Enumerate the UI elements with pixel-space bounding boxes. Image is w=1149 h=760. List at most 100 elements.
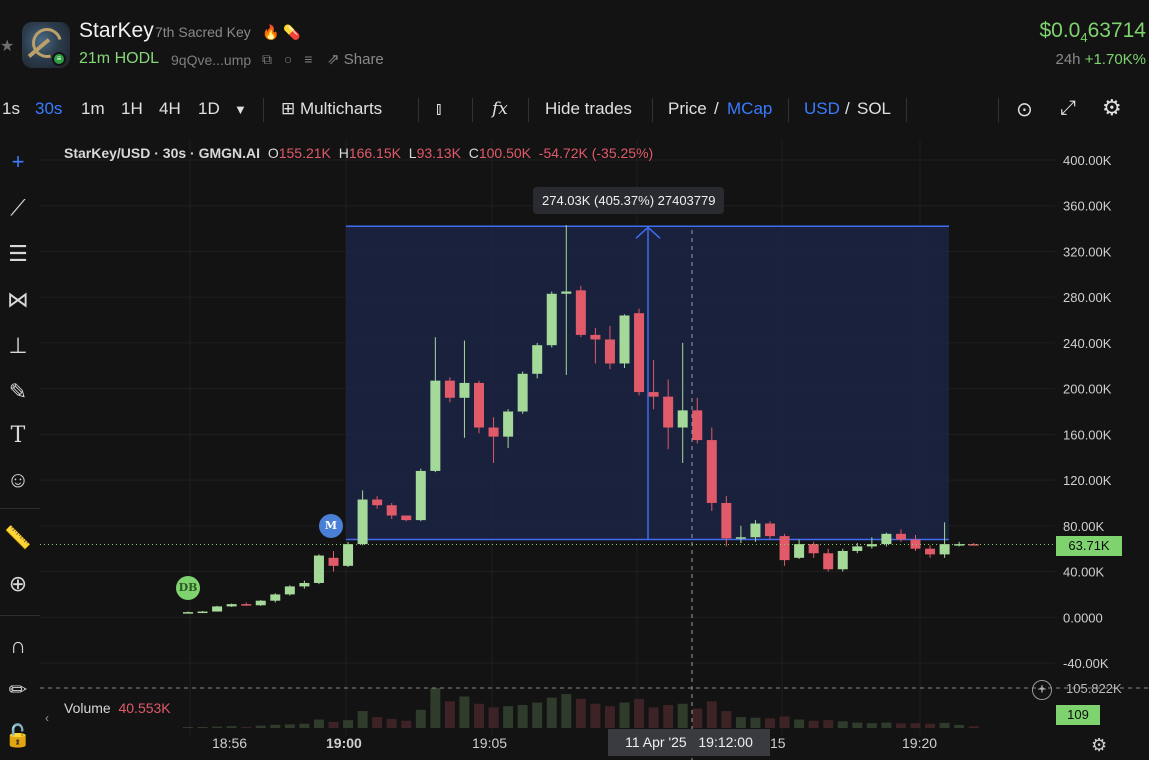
candle-body	[183, 612, 193, 614]
volume-bar	[328, 721, 339, 728]
time-cursor-label: 11 Apr '25 19:12:00	[608, 729, 770, 756]
volume-bar	[910, 723, 921, 728]
candle-body	[212, 606, 223, 612]
chart-overlay	[40, 230, 1149, 760]
trend-line-icon[interactable]: ⟋	[10, 195, 26, 220]
candle-type-icon[interactable]: ⫾	[436, 99, 442, 118]
collapse-chevron-icon[interactable]: ‹	[45, 711, 49, 725]
hide-trades-button[interactable]: Hide trades	[545, 99, 632, 118]
token-age: 21m HODL	[79, 50, 160, 67]
volume-legend: Volume 40.553K	[64, 700, 171, 716]
candle-body	[765, 523, 775, 537]
add-square-icon: ⊞	[281, 99, 296, 118]
volume-bar	[386, 718, 397, 728]
interval-1h[interactable]: 1H	[121, 99, 143, 118]
fib-retracement-icon[interactable]: ☰	[8, 241, 28, 266]
candle-body	[444, 380, 455, 398]
magnet-icon[interactable]: ∩	[10, 633, 26, 658]
candle-body	[648, 392, 659, 397]
interval-1d[interactable]: 1D	[198, 99, 220, 118]
lock-icon[interactable]: 🔓	[4, 723, 32, 748]
y-tick-label: 160.00K	[1063, 427, 1112, 442]
address-actions[interactable]: ⧉ ○ ≡	[262, 51, 317, 67]
candle-body	[692, 410, 703, 441]
candle-body	[852, 546, 863, 551]
y-tick-label: 280.00K	[1063, 290, 1112, 305]
interval-1m[interactable]: 1m	[81, 99, 105, 118]
volume-bar	[895, 723, 906, 728]
zoom-in-icon[interactable]: ⊕	[8, 571, 28, 596]
time-label: 19:00	[326, 735, 362, 751]
mcap-toggle[interactable]: MCap	[727, 99, 773, 118]
volume-bar	[284, 724, 295, 728]
volume-bar	[881, 722, 892, 728]
candle-body	[939, 544, 950, 555]
candle-body	[677, 410, 688, 428]
interval-1s[interactable]: 1s	[2, 99, 20, 118]
interval-30s[interactable]: 30s	[35, 99, 63, 118]
candle-body	[794, 544, 805, 558]
volume-bar	[444, 701, 455, 728]
measure-tooltip: 274.03K (405.37%) 27403779	[533, 187, 725, 214]
open-value: 155.21K	[278, 145, 331, 161]
indicators-icon[interactable]: fx	[492, 99, 508, 119]
candle-body	[241, 604, 252, 606]
contract-address[interactable]: 9qQve...ump	[171, 52, 252, 68]
axis-settings-gear-icon[interactable]: ⚙	[1091, 735, 1108, 755]
y-tick-label: 0.0000	[1063, 610, 1103, 625]
volume-bar	[866, 723, 877, 728]
dev-buy-marker[interactable]: DB	[176, 576, 200, 600]
interval-4h[interactable]: 4H	[159, 99, 181, 118]
migration-marker[interactable]: M	[319, 514, 343, 538]
crosshair-icon[interactable]: +	[11, 149, 25, 174]
sol-toggle[interactable]: SOL	[857, 99, 892, 118]
volume-bar	[474, 703, 484, 728]
volume-bar	[503, 706, 514, 728]
emoji-icon[interactable]: ☺	[6, 467, 30, 492]
usd-sol-slash: /	[845, 99, 850, 118]
volume-bar	[415, 709, 426, 728]
text-tool-icon[interactable]: T	[10, 423, 26, 448]
multicharts-button[interactable]: ⊞ Multicharts	[281, 99, 383, 118]
measure-range-icon[interactable]: ⊥	[8, 333, 28, 358]
candle-body	[866, 544, 877, 547]
add-alert-plus-icon[interactable]: +	[1032, 680, 1052, 700]
draw-lock-pencil-icon[interactable]: ✏	[8, 677, 28, 702]
volume-bar	[590, 703, 601, 728]
candle-body	[735, 537, 746, 539]
interval-dropdown-icon[interactable]: ▼	[234, 102, 247, 117]
candle-body	[895, 533, 906, 540]
ohlc-legend: StarKey/USD · 30s · GMGN.AI O155.21K H16…	[64, 145, 654, 161]
volume-bar	[706, 701, 717, 728]
volume-bar	[488, 707, 499, 728]
brush-icon[interactable]: ✎	[8, 379, 28, 404]
candle-body	[255, 600, 266, 606]
usd-toggle[interactable]: USD	[804, 99, 840, 118]
share-button[interactable]: ⇗ Share	[327, 51, 384, 68]
candle-body	[284, 586, 295, 595]
candle-body	[575, 290, 586, 335]
fullscreen-icon[interactable]: ⤢	[1060, 97, 1076, 119]
candle-body	[954, 544, 965, 546]
price-toggle[interactable]: Price	[668, 99, 707, 118]
ruler-icon[interactable]: 📏	[4, 525, 32, 550]
volume-bar	[677, 703, 688, 728]
candle-body	[372, 499, 383, 506]
candle-body	[823, 553, 834, 570]
candle-body	[968, 544, 979, 546]
favorite-star-icon[interactable]: ★	[0, 38, 15, 55]
candle-body	[299, 582, 310, 587]
volume-bar	[430, 688, 441, 728]
candle-body	[604, 339, 615, 364]
volume-bar	[241, 726, 252, 728]
price-mcap-slash: /	[714, 99, 719, 118]
candle-body	[503, 411, 514, 437]
volume-bar	[721, 711, 732, 728]
screenshot-camera-icon[interactable]: ⊙	[1016, 99, 1033, 121]
candle-body	[925, 548, 936, 555]
price-chart[interactable]: 400.00K 360.00K 320.00K 280.00K 240.00K 200.0…	[40, 140, 1149, 760]
candle-body	[474, 382, 484, 428]
settings-gear-icon[interactable]: ⚙	[1102, 95, 1122, 120]
candle-body	[910, 539, 921, 549]
pattern-icon[interactable]: ⋈	[7, 287, 29, 312]
